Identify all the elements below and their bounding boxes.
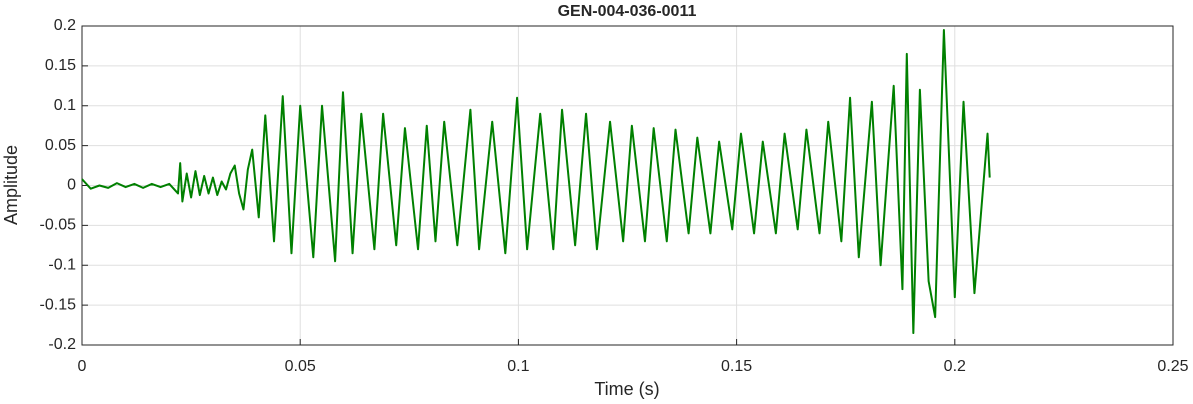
x-tick-label: 0.05 bbox=[285, 358, 316, 375]
y-tick-label: -0.2 bbox=[48, 336, 76, 353]
x-tick-label: 0.15 bbox=[721, 358, 752, 375]
axes-box bbox=[81, 25, 1174, 346]
x-tick-label: 0.25 bbox=[1157, 358, 1188, 375]
x-tick-label: 0 bbox=[78, 358, 87, 375]
x-tick-label: 0.2 bbox=[944, 358, 966, 375]
y-tick-label: 0.05 bbox=[45, 137, 76, 154]
y-tick-label: 0.2 bbox=[54, 17, 76, 34]
y-axis-label: Amplitude bbox=[1, 145, 21, 225]
x-axis-label: Time (s) bbox=[594, 379, 659, 399]
x-tick-label: 0.1 bbox=[507, 358, 529, 375]
y-tick-label: 0.15 bbox=[45, 57, 76, 74]
chart-title: GEN-004-036-0011 bbox=[558, 3, 697, 20]
y-tick-label: -0.1 bbox=[48, 256, 76, 273]
y-tick-label: -0.05 bbox=[40, 217, 77, 234]
waveform-line bbox=[81, 28, 991, 335]
y-tick-label: 0 bbox=[67, 177, 76, 194]
y-tick-label: 0.1 bbox=[54, 97, 76, 114]
y-tick-label: -0.15 bbox=[40, 296, 77, 313]
